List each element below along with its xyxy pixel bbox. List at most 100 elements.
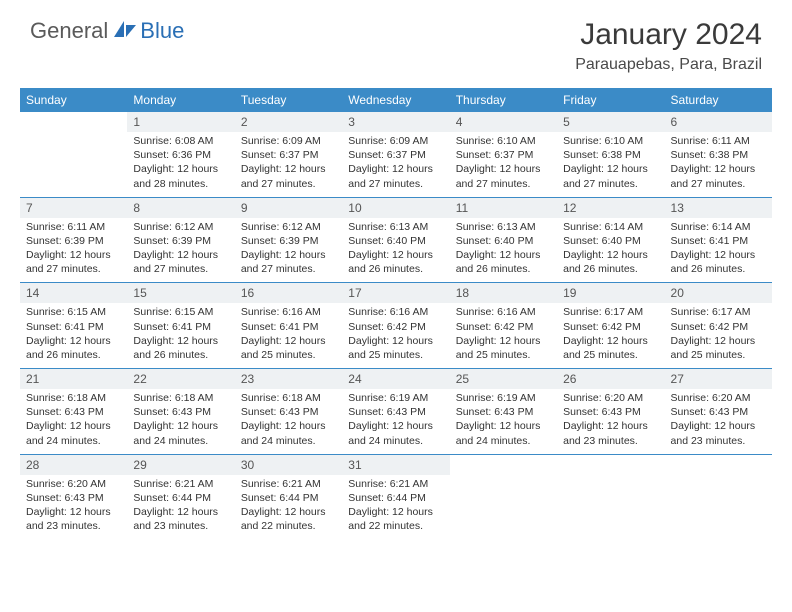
- info-line: Sunset: 6:41 PM: [26, 320, 121, 334]
- day-of-week-cell: Friday: [557, 88, 664, 112]
- info-line: Daylight: 12 hours: [348, 162, 443, 176]
- info-line: and 27 minutes.: [26, 262, 121, 276]
- info-line: Sunset: 6:38 PM: [671, 148, 766, 162]
- info-line: Sunrise: 6:18 AM: [133, 391, 228, 405]
- info-line: Sunrise: 6:12 AM: [133, 220, 228, 234]
- info-line: Sunset: 6:43 PM: [671, 405, 766, 419]
- daynum-cell: 2: [235, 112, 342, 132]
- daynum-cell: 14: [20, 283, 127, 304]
- daynum-cell: [665, 454, 772, 475]
- info-cell: [450, 475, 557, 540]
- info-line: Sunrise: 6:15 AM: [133, 305, 228, 319]
- info-line: Sunrise: 6:20 AM: [26, 477, 121, 491]
- daynum-cell: 17: [342, 283, 449, 304]
- info-line: and 22 minutes.: [348, 519, 443, 533]
- info-line: Sunset: 6:44 PM: [348, 491, 443, 505]
- info-line: and 26 minutes.: [671, 262, 766, 276]
- info-line: Sunset: 6:42 PM: [456, 320, 551, 334]
- info-line: and 27 minutes.: [563, 177, 658, 191]
- day-of-week-cell: Tuesday: [235, 88, 342, 112]
- info-line: and 23 minutes.: [671, 434, 766, 448]
- info-line: Sunrise: 6:13 AM: [456, 220, 551, 234]
- info-line: Sunrise: 6:14 AM: [671, 220, 766, 234]
- info-line: and 24 minutes.: [456, 434, 551, 448]
- info-line: Daylight: 12 hours: [563, 334, 658, 348]
- info-line: Sunset: 6:43 PM: [456, 405, 551, 419]
- info-line: Daylight: 12 hours: [563, 162, 658, 176]
- info-line: Daylight: 12 hours: [241, 505, 336, 519]
- daynum-row: 123456: [20, 112, 772, 132]
- day-of-week-cell: Saturday: [665, 88, 772, 112]
- daynum-cell: [557, 454, 664, 475]
- daynum-row: 21222324252627: [20, 369, 772, 390]
- info-cell: Sunrise: 6:15 AMSunset: 6:41 PMDaylight:…: [20, 303, 127, 368]
- brand-text-blue: Blue: [140, 18, 184, 44]
- info-cell: Sunrise: 6:09 AMSunset: 6:37 PMDaylight:…: [235, 132, 342, 197]
- info-line: Sunset: 6:42 PM: [348, 320, 443, 334]
- info-line: Sunset: 6:43 PM: [241, 405, 336, 419]
- day-of-week-row: SundayMondayTuesdayWednesdayThursdayFrid…: [20, 88, 772, 112]
- info-line: Sunrise: 6:09 AM: [241, 134, 336, 148]
- info-row: Sunrise: 6:15 AMSunset: 6:41 PMDaylight:…: [20, 303, 772, 368]
- info-line: Daylight: 12 hours: [133, 162, 228, 176]
- info-line: Sunset: 6:44 PM: [241, 491, 336, 505]
- info-line: Daylight: 12 hours: [563, 248, 658, 262]
- info-line: Daylight: 12 hours: [563, 419, 658, 433]
- info-cell: Sunrise: 6:21 AMSunset: 6:44 PMDaylight:…: [127, 475, 234, 540]
- info-line: Sunset: 6:43 PM: [133, 405, 228, 419]
- info-line: Daylight: 12 hours: [241, 162, 336, 176]
- info-line: Daylight: 12 hours: [348, 248, 443, 262]
- info-line: Sunrise: 6:20 AM: [671, 391, 766, 405]
- daynum-cell: 12: [557, 197, 664, 218]
- info-line: Daylight: 12 hours: [671, 162, 766, 176]
- info-line: and 27 minutes.: [241, 177, 336, 191]
- info-line: Sunrise: 6:20 AM: [563, 391, 658, 405]
- daynum-cell: 18: [450, 283, 557, 304]
- daynum-row: 78910111213: [20, 197, 772, 218]
- info-cell: Sunrise: 6:20 AMSunset: 6:43 PMDaylight:…: [665, 389, 772, 454]
- info-line: Daylight: 12 hours: [671, 419, 766, 433]
- info-line: and 27 minutes.: [348, 177, 443, 191]
- daynum-cell: 3: [342, 112, 449, 132]
- info-cell: Sunrise: 6:19 AMSunset: 6:43 PMDaylight:…: [342, 389, 449, 454]
- info-line: Daylight: 12 hours: [671, 334, 766, 348]
- info-line: Sunrise: 6:10 AM: [456, 134, 551, 148]
- daynum-row: 28293031: [20, 454, 772, 475]
- info-cell: Sunrise: 6:20 AMSunset: 6:43 PMDaylight:…: [557, 389, 664, 454]
- info-cell: Sunrise: 6:09 AMSunset: 6:37 PMDaylight:…: [342, 132, 449, 197]
- info-line: Sunset: 6:41 PM: [133, 320, 228, 334]
- info-line: Sunrise: 6:15 AM: [26, 305, 121, 319]
- daynum-cell: 8: [127, 197, 234, 218]
- info-line: and 24 minutes.: [133, 434, 228, 448]
- info-line: Sunset: 6:36 PM: [133, 148, 228, 162]
- info-line: Sunset: 6:44 PM: [133, 491, 228, 505]
- info-line: Sunrise: 6:13 AM: [348, 220, 443, 234]
- location-label: Parauapebas, Para, Brazil: [575, 56, 762, 74]
- info-cell: Sunrise: 6:14 AMSunset: 6:40 PMDaylight:…: [557, 218, 664, 283]
- info-line: Daylight: 12 hours: [456, 162, 551, 176]
- info-line: and 25 minutes.: [563, 348, 658, 362]
- info-line: and 28 minutes.: [133, 177, 228, 191]
- info-line: Sunset: 6:43 PM: [348, 405, 443, 419]
- info-row: Sunrise: 6:08 AMSunset: 6:36 PMDaylight:…: [20, 132, 772, 197]
- info-line: Sunset: 6:40 PM: [563, 234, 658, 248]
- info-cell: Sunrise: 6:21 AMSunset: 6:44 PMDaylight:…: [342, 475, 449, 540]
- info-line: Sunset: 6:37 PM: [241, 148, 336, 162]
- info-line: and 23 minutes.: [563, 434, 658, 448]
- daynum-cell: 4: [450, 112, 557, 132]
- daynum-cell: 13: [665, 197, 772, 218]
- info-line: Sunrise: 6:18 AM: [241, 391, 336, 405]
- daynum-cell: 23: [235, 369, 342, 390]
- info-cell: Sunrise: 6:08 AMSunset: 6:36 PMDaylight:…: [127, 132, 234, 197]
- daynum-cell: 28: [20, 454, 127, 475]
- info-row: Sunrise: 6:11 AMSunset: 6:39 PMDaylight:…: [20, 218, 772, 283]
- info-cell: Sunrise: 6:17 AMSunset: 6:42 PMDaylight:…: [665, 303, 772, 368]
- info-line: Daylight: 12 hours: [671, 248, 766, 262]
- daynum-cell: 7: [20, 197, 127, 218]
- info-line: Sunrise: 6:16 AM: [241, 305, 336, 319]
- info-line: Daylight: 12 hours: [26, 419, 121, 433]
- info-line: Daylight: 12 hours: [456, 248, 551, 262]
- info-line: Sunrise: 6:17 AM: [563, 305, 658, 319]
- calendar-table: SundayMondayTuesdayWednesdayThursdayFrid…: [20, 88, 772, 539]
- info-cell: Sunrise: 6:12 AMSunset: 6:39 PMDaylight:…: [235, 218, 342, 283]
